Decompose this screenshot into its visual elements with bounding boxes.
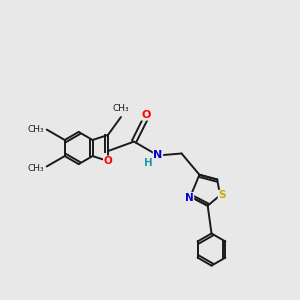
Text: S: S [218, 190, 226, 200]
Text: N: N [185, 193, 194, 203]
Text: CH₃: CH₃ [112, 104, 129, 113]
Text: CH₃: CH₃ [27, 164, 44, 173]
Text: O: O [141, 110, 150, 120]
Text: N: N [153, 151, 163, 160]
Text: O: O [103, 156, 112, 166]
Text: H: H [144, 158, 152, 168]
Text: CH₃: CH₃ [27, 125, 44, 134]
